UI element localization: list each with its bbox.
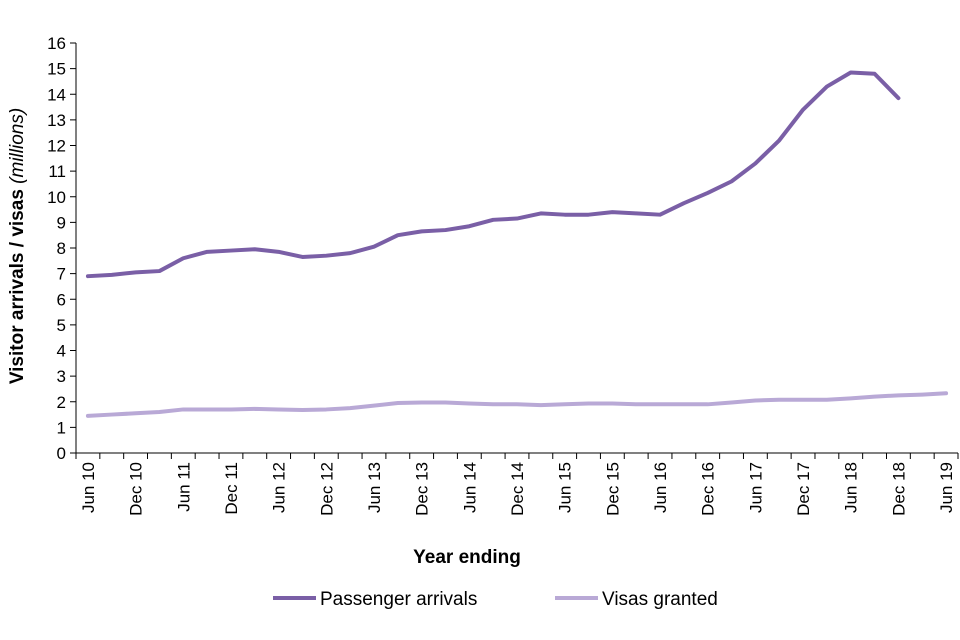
y-tick-label: 9: [57, 213, 66, 232]
x-tick-label: Dec 11: [222, 462, 241, 515]
x-tick-label: Dec 13: [413, 462, 432, 516]
y-axis-title-unit: (millions): [7, 108, 28, 184]
x-tick-label: Jun 13: [365, 462, 384, 513]
y-tick-label: 1: [57, 418, 66, 437]
y-tick-label: 16: [47, 34, 66, 53]
x-tick-label: Jun 19: [937, 462, 956, 513]
legend-label-passenger-arrivals: Passenger arrivals: [320, 589, 477, 610]
legend: Passenger arrivals Visas granted: [273, 589, 718, 610]
y-tick-label: 4: [57, 342, 66, 361]
x-tick-label: Jun 15: [556, 462, 575, 513]
series-line-visas-granted: [85, 391, 949, 418]
y-tick-label: 6: [57, 290, 66, 309]
x-tick-label: Dec 18: [889, 462, 908, 516]
y-tick-label: 14: [47, 85, 66, 104]
series-line-passenger-arrivals: [85, 70, 901, 279]
y-tick-label: 2: [57, 393, 66, 412]
y-tick-label: 10: [47, 188, 66, 207]
x-tick-label: Dec 10: [127, 462, 146, 516]
y-tick-label: 13: [47, 111, 66, 130]
legend-item-visas-granted: Visas granted: [555, 589, 718, 610]
x-tick-label: Dec 16: [699, 462, 718, 516]
x-tick-label: Jun 12: [270, 462, 289, 513]
legend-item-passenger-arrivals: Passenger arrivals: [273, 589, 477, 610]
x-tick-label: Jun 10: [79, 462, 98, 513]
x-tick-label: Jun 14: [460, 462, 479, 513]
x-tick-label: Jun 18: [842, 462, 861, 513]
series-lines: [85, 70, 949, 418]
x-tick-label: Dec 14: [508, 462, 527, 516]
y-axis-title-text: Visitor arrivals / visas: [7, 189, 28, 384]
x-tick-label: Dec 12: [317, 462, 336, 516]
y-tick-label: 5: [57, 316, 66, 335]
y-tick-label: 12: [47, 137, 66, 156]
x-tick-label: Dec 15: [603, 462, 622, 516]
legend-label-visas-granted: Visas granted: [602, 589, 718, 610]
y-tick-label: 3: [57, 367, 66, 386]
x-tick-label: Jun 17: [746, 462, 765, 513]
y-tick-label: 8: [57, 239, 66, 258]
x-tick-label: Jun 16: [651, 462, 670, 513]
y-tick-label: 0: [57, 444, 66, 463]
x-axis-title: Year ending: [413, 547, 521, 568]
y-tick-label: 11: [48, 162, 66, 181]
y-tick-label: 7: [57, 265, 66, 284]
x-axis: Jun 10 Dec 10 Jun 11 Dec 11 Jun 12 Dec 12 Jun …: [75, 452, 959, 516]
x-tick-label: Jun 11: [174, 462, 193, 512]
y-axis-title: Visitor arrivals / visas (millions): [7, 108, 28, 384]
y-tick-label: 15: [47, 60, 66, 79]
x-tick-label: Dec 17: [794, 462, 813, 516]
x-ticks: Jun 10 Dec 10 Jun 11 Dec 11 Jun 12 Dec 12 Jun …: [75, 453, 959, 516]
